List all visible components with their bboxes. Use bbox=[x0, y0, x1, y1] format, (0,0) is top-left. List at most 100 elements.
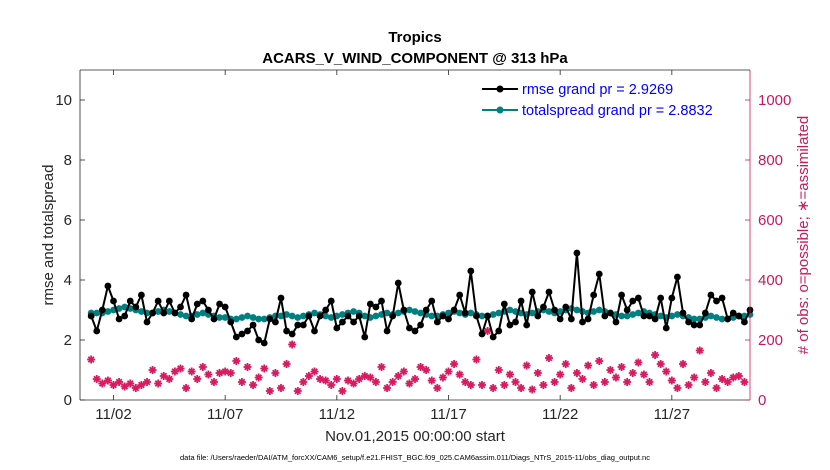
rmse-point bbox=[294, 321, 302, 329]
y2-tick-label: 200 bbox=[758, 332, 783, 349]
rmse-point bbox=[729, 309, 737, 317]
obs-point bbox=[438, 373, 447, 382]
obs-point bbox=[137, 381, 146, 389]
totalspread-point bbox=[629, 311, 637, 318]
rmse-point bbox=[216, 300, 223, 308]
obs-point bbox=[98, 379, 107, 388]
rmse-point bbox=[473, 312, 480, 320]
obs-point bbox=[355, 375, 364, 383]
y2-ticks: 0 200 400 600 800 1000 bbox=[745, 92, 791, 409]
obs-point bbox=[723, 378, 732, 386]
obs-point bbox=[293, 387, 302, 395]
totalspread-point bbox=[104, 308, 112, 315]
obs-point bbox=[734, 372, 743, 380]
rmse-point bbox=[193, 300, 201, 308]
rmse-point bbox=[690, 321, 698, 329]
obs-point bbox=[260, 364, 269, 373]
rmse-point bbox=[612, 318, 620, 326]
rmse-point bbox=[283, 327, 290, 335]
totalspread-point bbox=[411, 308, 419, 315]
totalspread-point bbox=[528, 309, 536, 317]
y-axis-label: rmse and totalspread bbox=[40, 165, 57, 306]
rmse-point bbox=[104, 282, 112, 290]
obs-point bbox=[366, 373, 375, 382]
obs-point bbox=[528, 385, 537, 394]
totalspread-point bbox=[456, 309, 464, 317]
obs-point bbox=[729, 373, 738, 382]
obs-point bbox=[120, 382, 129, 391]
obs-point bbox=[651, 351, 660, 359]
rmse-point bbox=[121, 312, 129, 320]
totalspread-point bbox=[350, 308, 357, 315]
rmse-point bbox=[406, 324, 413, 332]
obs-point bbox=[578, 375, 587, 383]
rmse-point bbox=[590, 291, 598, 299]
rmse-point bbox=[433, 318, 441, 326]
totalspread-point bbox=[634, 309, 642, 317]
y2-tick-label: 600 bbox=[758, 212, 783, 229]
obs-point bbox=[679, 360, 687, 368]
y-tick-label: 2 bbox=[64, 332, 72, 349]
rmse-point bbox=[333, 324, 341, 332]
rmse-point bbox=[573, 249, 581, 257]
obs-point bbox=[115, 378, 124, 386]
totalspread-point bbox=[294, 314, 302, 321]
totalspread-point bbox=[177, 311, 184, 318]
rmse-point bbox=[640, 312, 648, 320]
obs-point bbox=[690, 373, 699, 382]
obs-point bbox=[377, 363, 386, 371]
y-tick-label: 4 bbox=[64, 272, 72, 289]
obs-point bbox=[712, 384, 721, 392]
totalspread-point bbox=[182, 312, 190, 320]
rmse-point bbox=[277, 294, 285, 302]
obs-point bbox=[545, 354, 553, 362]
obs-point bbox=[422, 366, 431, 374]
rmse-point bbox=[177, 303, 184, 311]
rmse-point bbox=[679, 309, 687, 317]
x-tick-label: 11/12 bbox=[319, 406, 355, 423]
obs-point bbox=[87, 355, 96, 364]
totalspread-point bbox=[299, 312, 307, 320]
totalspread-point bbox=[428, 312, 436, 320]
obs-point bbox=[740, 378, 749, 386]
rmse-point bbox=[210, 315, 218, 323]
rmse-point bbox=[266, 315, 274, 323]
obs-point bbox=[584, 361, 593, 370]
totalspread-point bbox=[199, 309, 207, 317]
rmse-point bbox=[188, 315, 196, 323]
obs-point bbox=[472, 355, 481, 364]
y-tick-label: 0 bbox=[64, 392, 72, 409]
obs-point bbox=[92, 375, 101, 383]
y2-tick-label: 0 bbox=[758, 392, 766, 409]
totalspread-point bbox=[674, 311, 681, 318]
obs-point bbox=[706, 369, 715, 377]
rmse-point bbox=[495, 327, 503, 335]
rmse-point bbox=[199, 297, 207, 305]
obs-point bbox=[243, 363, 252, 371]
rmse-point bbox=[260, 339, 268, 347]
obs-point bbox=[204, 370, 213, 379]
rmse-point bbox=[517, 297, 525, 305]
obs-point bbox=[494, 366, 503, 374]
rmse-point bbox=[299, 321, 307, 329]
x-axis-label: Nov.01,2015 00:00:00 start bbox=[325, 428, 506, 445]
rmse-point bbox=[579, 318, 586, 326]
rmse-point bbox=[327, 297, 335, 305]
obs-point bbox=[612, 373, 620, 382]
obs-point bbox=[433, 384, 442, 392]
totalspread-point bbox=[260, 315, 268, 323]
rmse-point bbox=[651, 315, 659, 323]
obs-point bbox=[265, 387, 274, 395]
rmse-point bbox=[160, 309, 168, 317]
totalspread-point bbox=[165, 308, 173, 315]
obs-point bbox=[332, 375, 341, 383]
obs-point bbox=[232, 357, 241, 365]
rmse-point bbox=[696, 321, 704, 329]
totalspread-point bbox=[657, 312, 665, 320]
rmse-point bbox=[741, 318, 748, 326]
totalspread-point bbox=[277, 312, 285, 320]
x-tick-label: 11/27 bbox=[654, 406, 690, 423]
obs-point bbox=[338, 387, 347, 395]
rmse-point bbox=[400, 306, 408, 314]
